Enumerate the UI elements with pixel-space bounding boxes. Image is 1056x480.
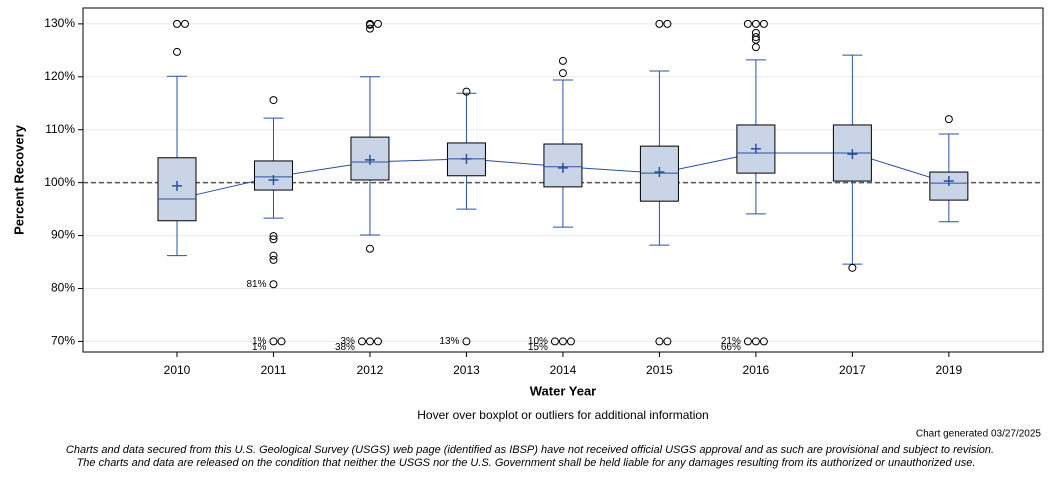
outlier (759, 337, 768, 346)
outlier (462, 87, 471, 96)
outlier (462, 337, 471, 346)
outlier (269, 251, 278, 260)
disclaimer: The charts and data are released on the … (77, 457, 976, 469)
x-tick-label: 2017 (839, 363, 866, 377)
outlier (269, 235, 278, 244)
outlier-label: 13% (439, 336, 459, 347)
outlier (655, 337, 664, 346)
outlier (751, 19, 760, 28)
mean-marker (847, 149, 858, 160)
outlier (373, 337, 382, 346)
x-tick-label: 2010 (164, 363, 191, 377)
y-tick-label: 80% (51, 281, 75, 295)
x-tick-label: 2015 (646, 363, 673, 377)
x-tick-label: 2014 (550, 363, 577, 377)
outlier-label: 81% (246, 279, 266, 290)
outlier-label: 1% (252, 336, 267, 347)
y-tick-label: 110% (45, 122, 75, 136)
disclaimer: Charts and data secured from this U.S. G… (66, 444, 994, 456)
outlier (269, 96, 278, 105)
outlier (751, 43, 760, 52)
note: Hover over boxplot or outliers for addit… (417, 408, 708, 422)
outlier-label: 38% (335, 342, 355, 353)
outlier (269, 232, 278, 241)
outlier-label: 3% (341, 336, 356, 347)
outlier-label: 15% (528, 342, 548, 353)
mean-marker (557, 162, 568, 173)
outlier (751, 33, 760, 42)
outlier (655, 19, 664, 28)
outlier-label: 1% (252, 342, 267, 353)
mean-marker (943, 176, 954, 187)
generated: Chart generated 03/27/2025 (916, 429, 1042, 440)
mean-marker (364, 154, 375, 165)
outlier (357, 337, 366, 346)
outlier-label: 21% (721, 336, 741, 347)
outlier-label: 10% (528, 336, 548, 347)
mean-marker (750, 143, 761, 154)
outlier (566, 337, 575, 346)
outlier (365, 24, 374, 33)
y-axis-label: Percent Recovery (11, 124, 26, 235)
mean-marker (461, 153, 472, 164)
mean-marker (268, 175, 279, 185)
x-tick-label: 2011 (261, 363, 287, 377)
outlier (277, 337, 286, 346)
outlier (550, 337, 559, 346)
outlier (365, 244, 374, 253)
outlier (944, 115, 953, 124)
outlier (269, 280, 278, 289)
x-tick-label: 2019 (936, 363, 963, 377)
y-tick-label: 120% (44, 69, 75, 83)
y-tick-label: 90% (51, 228, 75, 242)
outlier-label: 66% (721, 342, 741, 353)
outlier (743, 337, 752, 346)
outlier (743, 19, 752, 28)
outlier (173, 19, 181, 28)
outlier (269, 337, 278, 346)
outlier (759, 19, 768, 28)
outlier (373, 19, 382, 28)
x-tick-label: 2013 (453, 363, 480, 377)
mean-marker (172, 180, 182, 191)
outlier (269, 255, 278, 264)
x-tick-label: 2016 (743, 363, 770, 377)
outlier (558, 69, 567, 78)
y-tick-label: 100% (44, 175, 75, 189)
outlier (181, 19, 189, 28)
outlier (558, 337, 567, 346)
outlier (558, 56, 567, 65)
box (929, 171, 969, 201)
outlier (848, 263, 857, 272)
x-axis-label: Water Year (530, 383, 597, 398)
x-tick-label: 2012 (357, 363, 384, 377)
y-tick-label: 70% (51, 334, 75, 348)
outlier (173, 47, 181, 56)
outlier (663, 19, 672, 28)
outlier (365, 20, 374, 29)
outlier (751, 337, 760, 346)
outlier (663, 337, 672, 346)
outlier (365, 337, 374, 346)
mean-marker (654, 167, 665, 178)
y-tick-label: 130% (44, 16, 75, 30)
